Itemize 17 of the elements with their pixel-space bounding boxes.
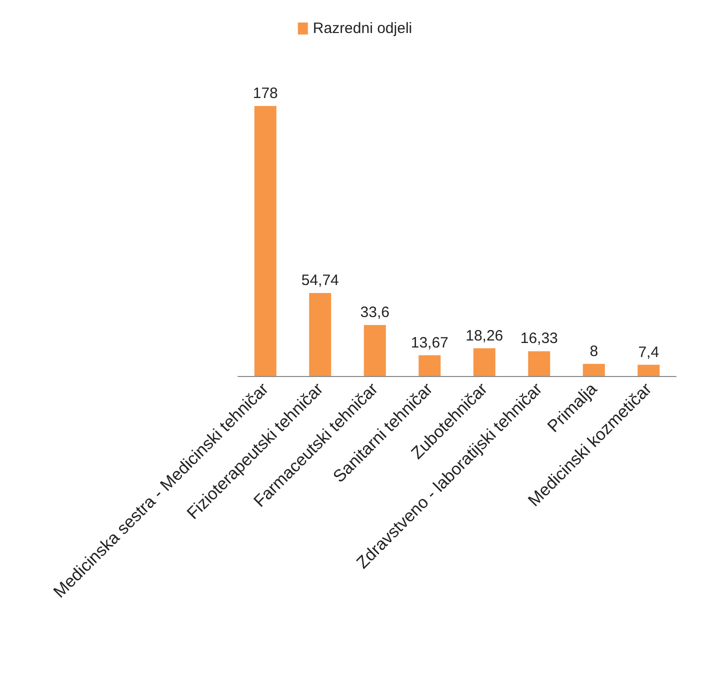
data-label: 178 <box>252 85 278 102</box>
bar <box>418 355 441 376</box>
data-label: 7,4 <box>638 344 660 361</box>
data-label: 13,67 <box>410 334 448 352</box>
legend-label: Razredni odjeli <box>312 20 412 37</box>
bar <box>638 364 660 376</box>
bar <box>582 364 605 376</box>
bar <box>528 351 550 376</box>
bar <box>364 325 386 376</box>
bar <box>254 106 276 376</box>
data-label: 33,6 <box>360 304 390 322</box>
data-label: 18,26 <box>466 327 504 344</box>
bar <box>473 348 496 376</box>
data-label: 54,74 <box>301 272 339 289</box>
data-label: 8 <box>590 342 598 360</box>
data-label: 16,33 <box>520 330 558 348</box>
bar <box>309 292 332 376</box>
